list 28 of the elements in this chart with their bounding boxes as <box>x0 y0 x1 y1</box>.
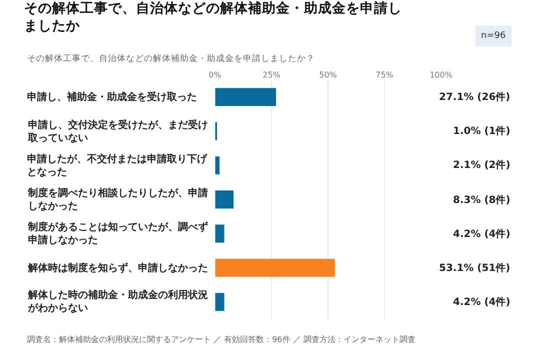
data-label: 4.2% (4件) <box>453 296 510 308</box>
bar <box>215 190 234 209</box>
data-label: 1.0% (1件) <box>453 125 510 137</box>
y-tick-label: 申請し、交付決定を受けたが、まだ受け取っていない <box>27 119 208 144</box>
y-tick-label: 解体時は制度を知らず、申請しなかった <box>27 262 208 274</box>
data-label: 53.1% (51件) <box>439 262 510 274</box>
x-tick-label: 25% <box>262 70 281 80</box>
bar <box>215 122 218 141</box>
y-tick-label: 制度があることは知っていたが、調べず申請しなかった <box>27 221 208 246</box>
y-tick-label: 解体した時の補助金・助成金の利用状況がわからない <box>27 289 208 314</box>
data-label: 8.3% (8件) <box>453 194 510 206</box>
y-tick-label: 申請し、補助金・助成金を受け取った <box>27 91 197 103</box>
y-tick-label: 申請したが、不交付または申請取り下げとなった <box>27 153 208 178</box>
data-label: 4.2% (4件) <box>453 228 510 240</box>
x-tick-label: 100% <box>430 70 453 80</box>
bar <box>215 292 225 312</box>
x-tick-label: 50% <box>319 70 338 80</box>
bar <box>215 224 225 244</box>
y-tick-label: 制度を調べたり相談したりしたが、申請しなかった <box>27 187 208 212</box>
data-label: 27.1% (26件) <box>439 91 510 103</box>
data-label: 2.1% (2件) <box>453 159 510 171</box>
chart-title: その解体工事で、自治体などの解体補助金・助成金を申請しましたか <box>24 0 402 34</box>
text: 調査名：解体補助金の利用状況に関するアンケート ／ 有効回答数：96件 ／ 調査方法：インターネット調査 <box>27 335 416 344</box>
chart-subtitle: その解体工事で、自治体などの解体補助金・助成金を申請しましたか？ <box>27 53 315 64</box>
x-tick-label: 0% <box>208 70 222 80</box>
bar <box>215 156 220 175</box>
x-tick-label: 75% <box>376 70 394 80</box>
text: n=96 <box>481 31 506 41</box>
